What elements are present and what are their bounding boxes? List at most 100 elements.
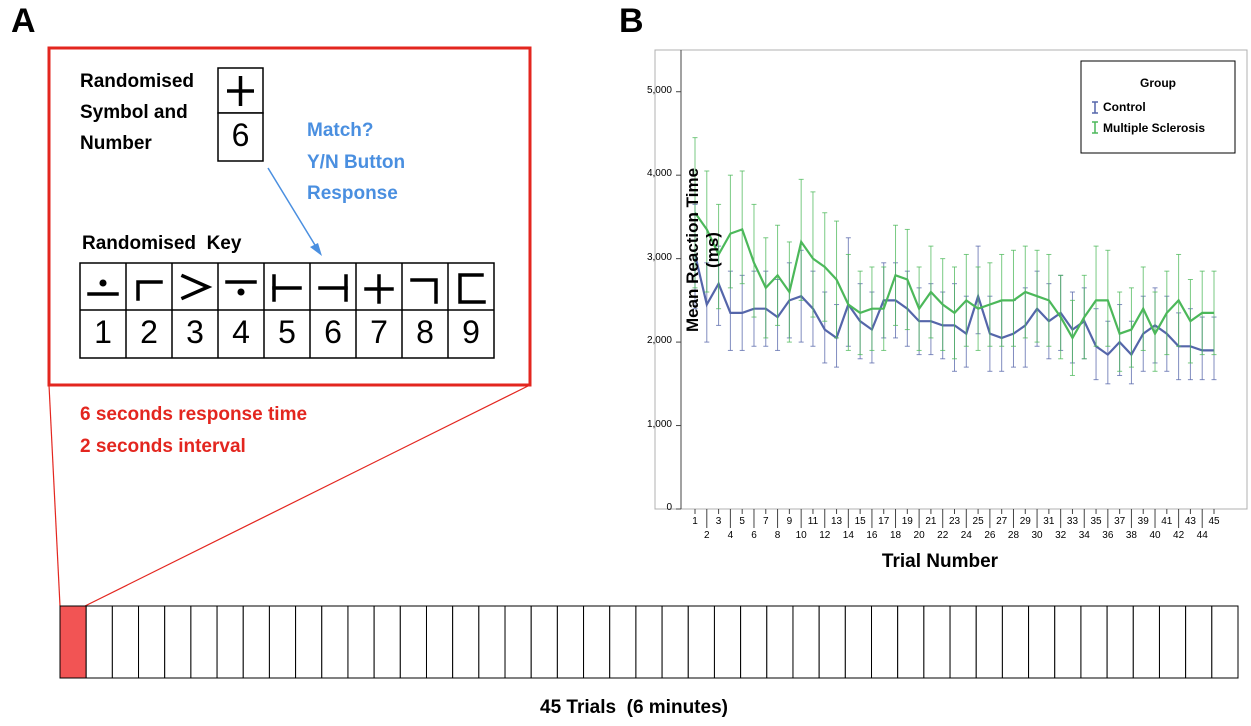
trial-cell-26 bbox=[713, 605, 742, 679]
legend-box bbox=[1080, 60, 1236, 154]
trial-cell-14 bbox=[399, 605, 427, 679]
error-bar-multiple-sclerosis bbox=[727, 174, 733, 289]
x-tick-label: 25 bbox=[972, 516, 984, 527]
trial-cell-11 bbox=[321, 605, 349, 679]
x-tick-label: 9 bbox=[786, 516, 793, 527]
error-bar-multiple-sclerosis bbox=[739, 170, 745, 285]
error-bar-multiple-sclerosis bbox=[1105, 249, 1111, 347]
match-arrow bbox=[267, 167, 319, 251]
key-number-8: 8 bbox=[416, 314, 434, 350]
trial-cell-27 bbox=[740, 605, 768, 679]
x-tick-label: 27 bbox=[996, 516, 1008, 527]
trial-zoom-frame bbox=[47, 46, 532, 387]
x-tick-label: 37 bbox=[1114, 516, 1126, 527]
key-number-6: 6 bbox=[324, 314, 342, 350]
trial-cell-18 bbox=[504, 605, 532, 679]
zoom-line-left bbox=[48, 384, 61, 607]
x-tick-label: 23 bbox=[948, 516, 961, 527]
x-tick-label: 16 bbox=[866, 530, 878, 541]
legend-ms-marker bbox=[1092, 121, 1098, 134]
x-tick-label: 11 bbox=[807, 516, 819, 527]
trial-cell-3 bbox=[111, 605, 140, 679]
trial-cell-39 bbox=[1054, 605, 1082, 679]
x-tick-label: 28 bbox=[1007, 530, 1020, 541]
key-number-5: 5 bbox=[278, 314, 296, 350]
key-symbol-1 bbox=[87, 279, 119, 296]
stimulus-label-line-1: Randomised bbox=[80, 71, 195, 92]
key-number-1: 1 bbox=[94, 314, 112, 350]
key-label: Randomised Key bbox=[82, 233, 242, 254]
x-tick-label: 19 bbox=[901, 516, 913, 527]
x-tick-label: 35 bbox=[1090, 516, 1102, 527]
x-tick-label: 7 bbox=[762, 516, 769, 527]
trial-cell-29 bbox=[792, 605, 820, 679]
key-symbol-5 bbox=[272, 274, 302, 302]
key-number-7: 7 bbox=[370, 314, 388, 350]
trial-cell-5 bbox=[164, 605, 192, 679]
y-tick-label: 2,000 bbox=[646, 335, 672, 347]
x-tick-label: 45 bbox=[1208, 516, 1220, 527]
error-bar-multiple-sclerosis bbox=[1093, 245, 1099, 347]
match-text-line-3: Response bbox=[307, 183, 398, 204]
key-symbol-4 bbox=[225, 280, 257, 296]
y-tick-label: 5,000 bbox=[646, 84, 672, 96]
x-tick-label: 38 bbox=[1125, 530, 1137, 541]
trials-strip bbox=[59, 605, 1239, 679]
x-tick-label: 14 bbox=[842, 530, 854, 541]
key-symbol-8 bbox=[410, 278, 438, 304]
x-tick-label: 22 bbox=[937, 530, 949, 541]
error-bar-multiple-sclerosis bbox=[1010, 249, 1016, 347]
key-symbol-6 bbox=[318, 274, 348, 302]
trial-cell-24 bbox=[661, 605, 689, 679]
x-tick-label: 12 bbox=[819, 530, 831, 541]
legend-title: Group bbox=[1140, 76, 1176, 90]
key-number-4: 4 bbox=[232, 314, 250, 350]
error-bar-multiple-sclerosis bbox=[810, 191, 816, 318]
x-tick-label: 5 bbox=[739, 516, 745, 527]
x-tick-label: 24 bbox=[960, 530, 972, 541]
match-text-line-2: Y/N Button bbox=[307, 152, 406, 173]
x-tick-label: 15 bbox=[854, 516, 866, 527]
trial-cell-43 bbox=[1158, 605, 1187, 679]
trial-cell-9 bbox=[268, 605, 297, 679]
key-number-3: 3 bbox=[186, 314, 204, 350]
trial-cell-8 bbox=[242, 605, 270, 679]
trial-cell-1 bbox=[59, 605, 87, 679]
y-axis-label: Mean Reaction Time (ms) bbox=[683, 167, 722, 333]
trial-cell-25 bbox=[687, 605, 715, 679]
stimulus-label-line-2: Symbol and bbox=[80, 102, 188, 123]
x-tick-label: 34 bbox=[1078, 530, 1090, 541]
stimulus-number: 6 bbox=[231, 117, 250, 153]
x-tick-label: 4 bbox=[727, 530, 734, 541]
match-arrowhead bbox=[310, 243, 322, 256]
trial-cell-6 bbox=[190, 605, 218, 679]
x-tick-label: 44 bbox=[1196, 530, 1208, 541]
match-text-line-1: Match? bbox=[307, 120, 374, 141]
trial-cell-40 bbox=[1080, 605, 1108, 679]
x-tick-label: 36 bbox=[1102, 530, 1114, 541]
stimulus-plus-symbol bbox=[227, 76, 254, 106]
chart-plot-frame bbox=[654, 49, 1248, 510]
legend-label-ms: Multiple Sclerosis bbox=[1103, 121, 1206, 135]
trial-cell-20 bbox=[556, 605, 585, 679]
panel-b-letter: B bbox=[619, 2, 644, 40]
x-axis-label: Trial Number bbox=[881, 551, 999, 572]
trial-cell-37 bbox=[1001, 605, 1030, 679]
x-tick-label: 18 bbox=[889, 530, 902, 541]
x-tick-label: 31 bbox=[1043, 516, 1055, 527]
trial-cell-36 bbox=[975, 605, 1003, 679]
x-tick-label: 29 bbox=[1019, 516, 1031, 527]
x-tick-label: 21 bbox=[925, 516, 937, 527]
trial-cell-45 bbox=[1211, 605, 1239, 679]
key-symbol-9 bbox=[458, 273, 486, 304]
trials-label: 45 Trials (6 minutes) bbox=[540, 697, 728, 718]
trial-cell-44 bbox=[1185, 605, 1213, 679]
trial-cell-42 bbox=[1132, 605, 1160, 679]
x-tick-label: 41 bbox=[1161, 516, 1173, 527]
x-tick-label: 13 bbox=[830, 516, 843, 527]
zoom-line-right bbox=[84, 384, 531, 607]
key-table bbox=[79, 262, 495, 359]
x-tick-label: 42 bbox=[1173, 530, 1185, 541]
